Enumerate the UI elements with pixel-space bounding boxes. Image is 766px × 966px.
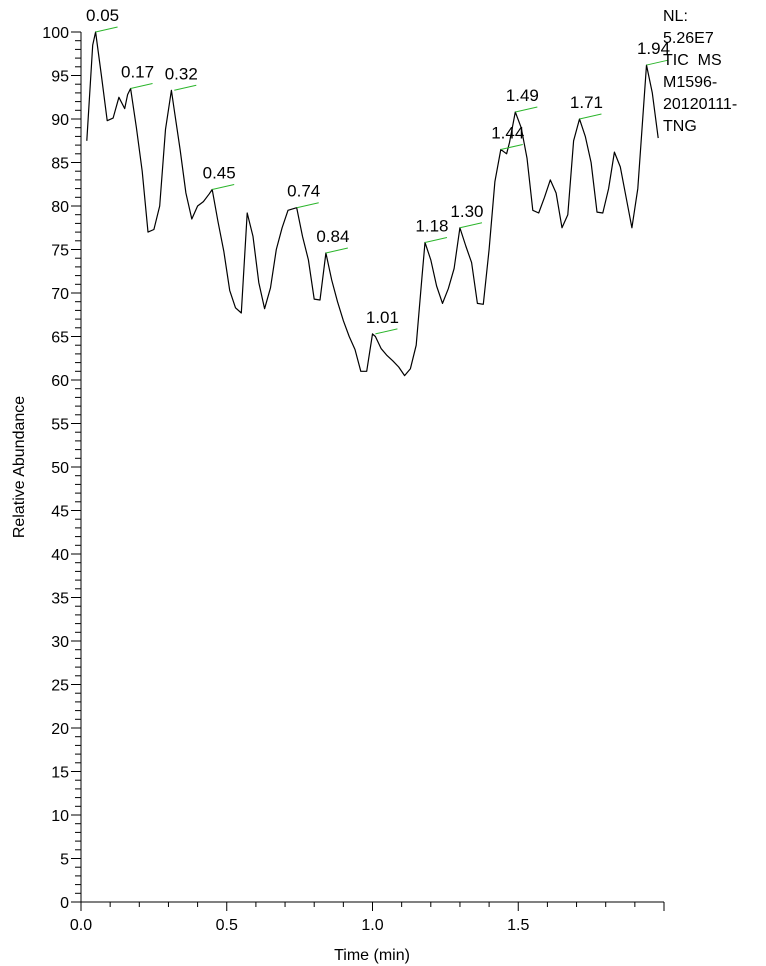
peak-leader-line [459,222,483,229]
peak-label: 0.32 [165,64,198,83]
x-tick-label: 1.0 [361,917,383,934]
y-tick-label: 80 [51,199,69,216]
x-tick-label: 0.5 [216,917,238,934]
peak-label: 1.94 [637,39,670,58]
info-line-nl-value: 5.26E7 [663,30,714,47]
y-tick-label: 0 [60,895,69,912]
peak-leader-line [325,247,348,254]
info-line-nl: NL: [663,8,688,25]
x-tick-label: 1.5 [507,917,529,934]
y-axis-title: Relative Abundance [11,396,28,538]
peak-label: 1.49 [506,86,539,105]
peak-label: 1.71 [570,93,603,112]
peak-labels: 0.05 0.17 0.32 0.45 0.74 0.84 1.01 1.181.30 1.44… [86,6,670,335]
x-axis-title: Time (min) [334,947,410,964]
y-tick-label: 50 [51,460,69,477]
peak-leader-line [130,83,153,90]
peak-leader-line [515,106,538,113]
normalization-info: NL: 5.26E7 TIC MS M1596- 20120111- TNG [663,8,737,135]
y-tick-label: 25 [51,678,69,695]
y-tick-label: 90 [51,112,69,129]
y-tick-label: 20 [51,721,69,738]
y-tick-label: 70 [51,286,69,303]
y-axis-ticks: 0 5 10 15 20 25 30 35 40 45 50 55 60 65 70 75 80 85 90 95 10… [42,25,81,912]
peak-leader-line [500,143,523,150]
peak-label: 1.18 [415,217,448,236]
info-line-scan-type: TIC MS [663,52,722,69]
y-tick-label: 95 [51,69,69,86]
info-line-file-3: TNG [663,118,697,135]
y-tick-label: 35 [51,591,69,608]
y-tick-label: 10 [51,808,69,825]
y-tick-label: 15 [51,765,69,782]
peak-label: 0.45 [203,163,236,182]
peak-leader-line [424,237,448,244]
x-tick-label: 0.0 [70,917,92,934]
x-axis-ticks: 0.0 0.5 1.0 1.5 [70,902,665,934]
peak-leader-line [95,26,118,33]
peak-label: 0.05 [86,6,119,25]
peak-label: 1.01 [366,308,399,327]
y-tick-label: 55 [51,417,69,434]
peak-leader-line [212,183,235,190]
y-tick-label: 65 [51,330,69,347]
peak-label: 0.84 [316,227,349,246]
peak-leader-line [646,59,669,66]
info-line-file-2: 20120111- [663,96,737,113]
y-tick-label: 45 [51,504,69,521]
peak-label: 1.44 [491,123,524,142]
y-tick-label: 40 [51,547,69,564]
peak-leader-line [375,328,398,335]
peak-leader-line [296,202,319,209]
tic-trace-line [86,31,659,377]
y-tick-label: 30 [51,634,69,651]
peak-leader-line [174,84,197,91]
y-tick-label: 100 [42,25,69,42]
y-tick-label: 85 [51,156,69,173]
peak-label: 1.30 [450,202,483,221]
info-line-file-1: M1596- [663,74,717,91]
peak-label: 0.74 [287,182,320,201]
y-tick-label: 5 [60,852,69,869]
y-tick-label: 60 [51,373,69,390]
peak-label: 0.17 [121,63,154,82]
y-tick-label: 75 [51,243,69,260]
peak-leader-line [579,113,602,120]
